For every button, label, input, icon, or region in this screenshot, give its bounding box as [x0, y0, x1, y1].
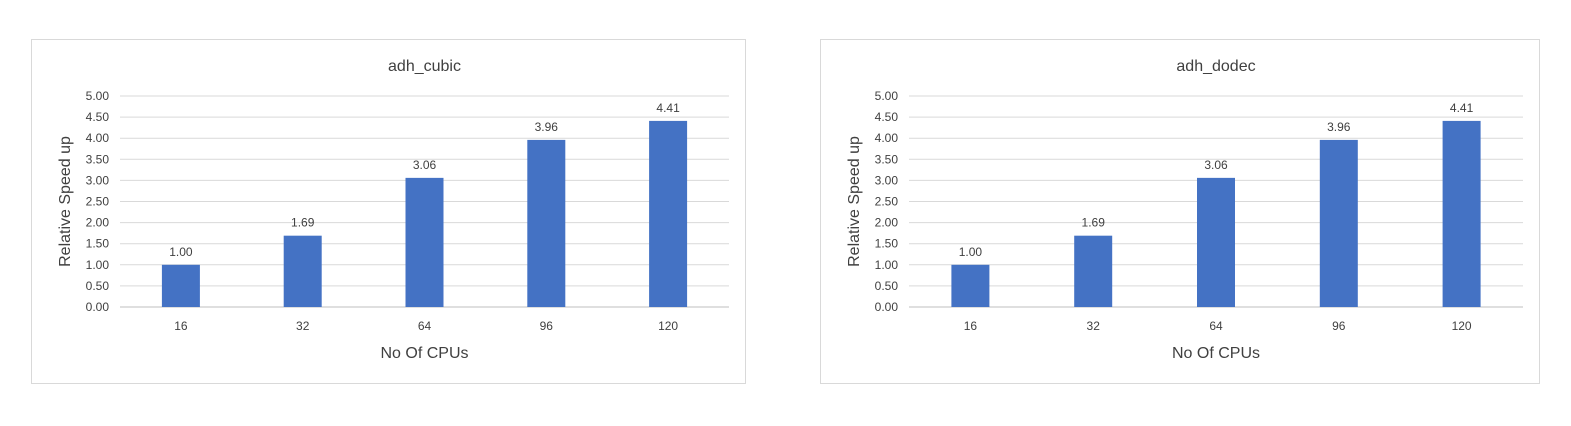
- x-tick-label: 16: [174, 319, 188, 333]
- y-tick-label: 0.50: [875, 279, 899, 293]
- data-label: 3.06: [413, 158, 437, 172]
- y-tick-label: 0.50: [86, 279, 110, 293]
- x-axis-title: No Of CPUs: [380, 345, 468, 362]
- bar-chart-adh-cubic: adh_cubic 0.00 0.50 1.00 1.50 2.00 2.50 3.00 3.5…: [57, 58, 729, 362]
- data-label: 1.00: [169, 245, 193, 259]
- y-tick-label: 4.00: [875, 131, 899, 145]
- y-tick-label: 1.50: [86, 237, 110, 251]
- x-tick-label: 64: [418, 319, 432, 333]
- bar-96: [527, 139, 566, 307]
- y-axis-title: Relative Speed up: [57, 136, 74, 267]
- y-tick-label: 4.50: [875, 110, 899, 124]
- y-tick-label: 5.00: [86, 89, 110, 103]
- x-tick-label: 96: [1332, 319, 1346, 333]
- data-label: 1.69: [1082, 216, 1106, 230]
- y-tick-label: 4.00: [86, 131, 110, 145]
- y-tick-label: 3.50: [875, 152, 899, 166]
- y-tick-label: 4.50: [86, 110, 110, 124]
- y-tick-label: 1.00: [86, 258, 110, 272]
- bar-chart-adh-dodec: adh_dodec 0.00 0.50 1.00 1.50 2.00 2.50 3.00 3.5…: [846, 58, 1523, 362]
- bar-32: [1074, 235, 1113, 307]
- bar-32: [283, 235, 322, 307]
- x-tick-label: 32: [1087, 319, 1101, 333]
- bar-120: [1442, 120, 1481, 307]
- x-axis-title: No Of CPUs: [1172, 345, 1260, 362]
- y-tick-label: 2.50: [86, 195, 110, 209]
- y-tick-label: 3.00: [875, 173, 899, 187]
- bar-64: [1197, 177, 1235, 307]
- y-tick-label: 0.00: [86, 300, 110, 314]
- data-label: 1.69: [291, 216, 315, 230]
- x-tick-label: 96: [540, 319, 554, 333]
- chart-panel-adh-dodec: adh_dodec 0.00 0.50 1.00 1.50 2.00 2.50 3.00 3.5…: [820, 39, 1540, 384]
- y-tick-label: 5.00: [875, 89, 899, 103]
- data-label: 3.96: [535, 120, 559, 134]
- data-label: 4.41: [1450, 101, 1474, 115]
- data-label: 4.41: [656, 101, 680, 115]
- data-label: 3.06: [1204, 158, 1228, 172]
- x-tick-label: 32: [296, 319, 310, 333]
- y-tick-label: 0.00: [875, 300, 899, 314]
- y-tick-label: 2.00: [86, 216, 110, 230]
- data-label: 1.00: [959, 245, 983, 259]
- y-tick-label: 2.50: [875, 195, 899, 209]
- bar-96: [1319, 139, 1358, 307]
- y-tick-label: 2.00: [875, 216, 899, 230]
- y-tick-label: 1.50: [875, 237, 899, 251]
- bar-120: [649, 120, 688, 307]
- chart-title: adh_dodec: [1176, 58, 1255, 75]
- x-tick-label: 120: [1452, 319, 1472, 333]
- x-tick-label: 120: [658, 319, 678, 333]
- bar-16: [951, 264, 990, 307]
- bar-64: [405, 177, 444, 307]
- chart-title: adh_cubic: [388, 58, 461, 75]
- y-axis-title: Relative Speed up: [846, 136, 863, 267]
- bar-16: [161, 264, 200, 307]
- data-label: 3.96: [1327, 120, 1351, 134]
- y-tick-label: 1.00: [875, 258, 899, 272]
- y-tick-label: 3.00: [86, 173, 110, 187]
- y-tick-label: 3.50: [86, 152, 110, 166]
- chart-panel-adh-cubic: adh_cubic 0.00 0.50 1.00 1.50 2.00 2.50 3.00 3.5…: [31, 39, 746, 384]
- x-tick-label: 64: [1209, 319, 1223, 333]
- x-tick-label: 16: [964, 319, 978, 333]
